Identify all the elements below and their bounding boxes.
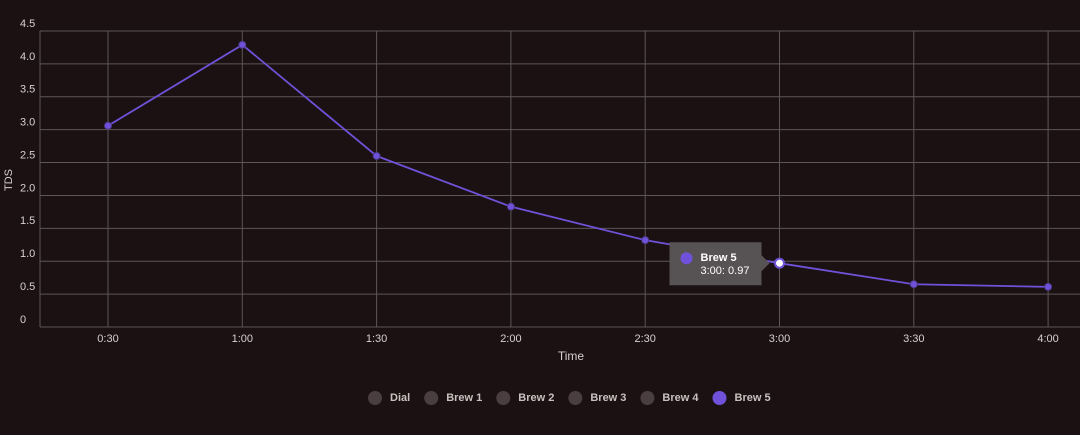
y-tick-label: 3.0 bbox=[20, 117, 35, 129]
data-point bbox=[774, 257, 785, 269]
x-axis-label: Time bbox=[558, 349, 585, 363]
y-tick-label: 1.0 bbox=[20, 248, 35, 260]
y-tick-label: 2.0 bbox=[20, 182, 35, 194]
legend-swatch bbox=[712, 391, 727, 405]
y-axis-label: TDS bbox=[3, 169, 15, 191]
x-tick-label: 1:00 bbox=[232, 333, 253, 345]
x-tick-label: 2:30 bbox=[634, 333, 655, 345]
data-point bbox=[909, 280, 918, 289]
legend-swatch bbox=[424, 391, 439, 405]
y-tick-label: 4.0 bbox=[20, 51, 35, 63]
legend-swatch bbox=[368, 391, 382, 405]
tooltip-box bbox=[669, 242, 770, 286]
data-point bbox=[238, 40, 247, 49]
tooltip-text: 3:00: 0.97 bbox=[701, 265, 750, 277]
y-tick-label: 0.5 bbox=[20, 281, 35, 293]
legend-label: Brew 1 bbox=[446, 392, 482, 404]
x-tick-label: 3:00 bbox=[769, 333, 790, 345]
y-tick-label: 0 bbox=[20, 314, 26, 326]
series-line bbox=[107, 43, 1049, 288]
legend-label: Brew 4 bbox=[662, 392, 699, 404]
data-point bbox=[372, 151, 381, 160]
x-tick-label: 0:30 bbox=[97, 333, 118, 345]
data-point bbox=[641, 236, 650, 245]
legend-label: Brew 5 bbox=[735, 392, 771, 404]
legend-swatch bbox=[640, 391, 655, 405]
y-tick-label: 3.5 bbox=[20, 84, 35, 96]
tooltip-title: Brew 5 bbox=[701, 252, 737, 264]
x-tick-label: 1:30 bbox=[366, 333, 387, 345]
x-tick-label: 4:00 bbox=[1037, 333, 1058, 345]
data-point bbox=[506, 202, 515, 211]
y-tick-label: 1.5 bbox=[20, 215, 35, 227]
y-tick-label: 2.5 bbox=[20, 149, 35, 161]
x-tick-label: 2:00 bbox=[500, 333, 521, 345]
tooltip: Brew 53:00: 0.97 bbox=[669, 242, 770, 286]
legend-label: Brew 3 bbox=[590, 392, 626, 404]
x-tick-label: 3:30 bbox=[903, 333, 924, 345]
data-point bbox=[104, 121, 112, 130]
legend-label: Dial bbox=[390, 392, 410, 404]
data-point bbox=[1044, 282, 1053, 291]
tooltip-swatch bbox=[680, 252, 693, 265]
y-tick-label: 4.5 bbox=[20, 18, 35, 30]
legend-label: Brew 2 bbox=[518, 392, 554, 404]
legend-swatch bbox=[568, 391, 583, 405]
legend-swatch bbox=[496, 391, 511, 405]
